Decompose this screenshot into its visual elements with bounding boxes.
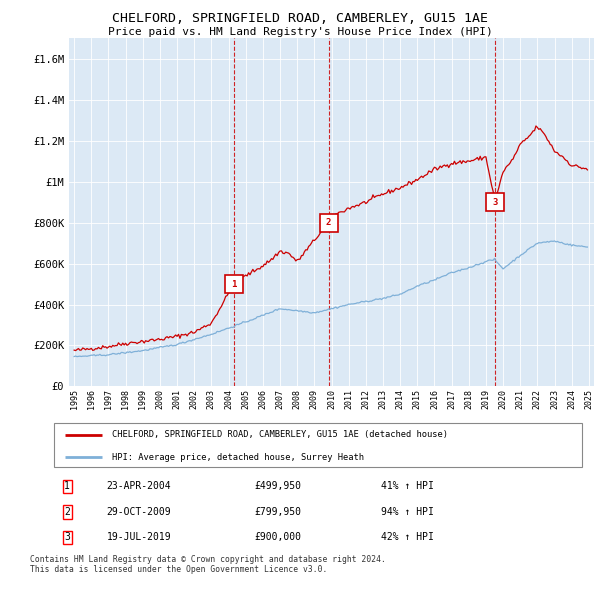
Text: 19-JUL-2019: 19-JUL-2019 — [107, 532, 172, 542]
Text: 3: 3 — [493, 198, 498, 206]
Text: 94% ↑ HPI: 94% ↑ HPI — [382, 507, 434, 517]
Text: 23-APR-2004: 23-APR-2004 — [107, 481, 172, 491]
Text: CHELFORD, SPRINGFIELD ROAD, CAMBERLEY, GU15 1AE (detached house): CHELFORD, SPRINGFIELD ROAD, CAMBERLEY, G… — [112, 431, 448, 440]
Text: 2: 2 — [326, 218, 331, 227]
Text: This data is licensed under the Open Government Licence v3.0.: This data is licensed under the Open Gov… — [30, 565, 328, 574]
Text: 3: 3 — [64, 532, 70, 542]
Text: £900,000: £900,000 — [254, 532, 302, 542]
Text: £799,950: £799,950 — [254, 507, 302, 517]
Text: 2: 2 — [64, 507, 70, 517]
Text: 1: 1 — [231, 280, 236, 289]
Text: CHELFORD, SPRINGFIELD ROAD, CAMBERLEY, GU15 1AE: CHELFORD, SPRINGFIELD ROAD, CAMBERLEY, G… — [112, 12, 488, 25]
Text: 29-OCT-2009: 29-OCT-2009 — [107, 507, 172, 517]
Text: Price paid vs. HM Land Registry's House Price Index (HPI): Price paid vs. HM Land Registry's House … — [107, 27, 493, 37]
Text: HPI: Average price, detached house, Surrey Heath: HPI: Average price, detached house, Surr… — [112, 453, 364, 461]
Text: 1: 1 — [64, 481, 70, 491]
Text: £499,950: £499,950 — [254, 481, 302, 491]
Text: 42% ↑ HPI: 42% ↑ HPI — [382, 532, 434, 542]
Text: Contains HM Land Registry data © Crown copyright and database right 2024.: Contains HM Land Registry data © Crown c… — [30, 555, 386, 563]
Text: 41% ↑ HPI: 41% ↑ HPI — [382, 481, 434, 491]
